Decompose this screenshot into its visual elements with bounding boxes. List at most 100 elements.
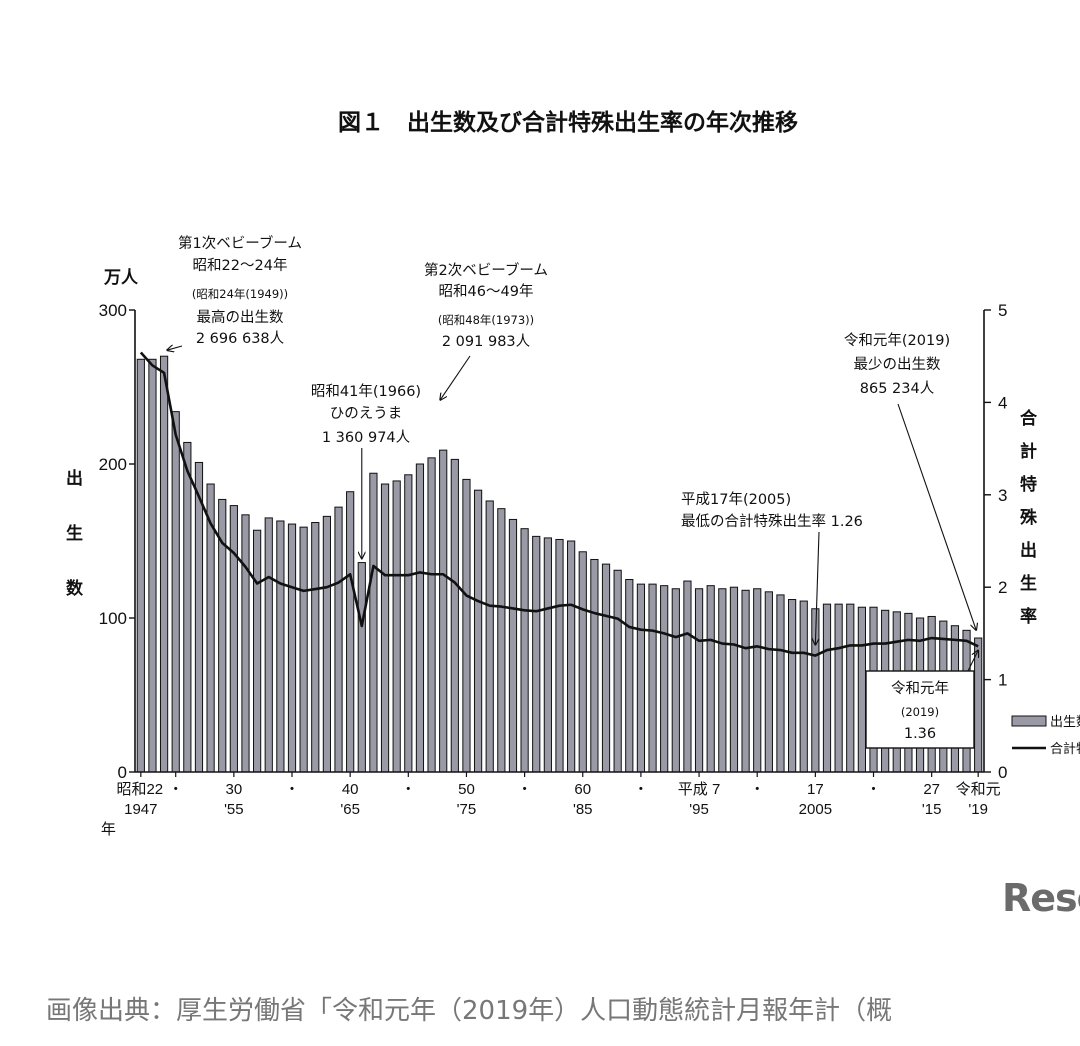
left-axis-label-char: 生 xyxy=(66,523,83,544)
annotation-boom1: 昭和22〜24年 xyxy=(193,257,288,274)
bar-1984 xyxy=(567,540,576,773)
x-tick-sublabel: '19 xyxy=(968,801,988,818)
bar-2000 xyxy=(753,588,762,773)
bar-1966 xyxy=(357,562,366,773)
annotation-hinoeuma: 1 360 974人 xyxy=(322,429,410,446)
annotation-hinoeuma: 昭和41年(1966) xyxy=(311,383,421,400)
bar-1952 xyxy=(194,461,204,773)
x-tick-sublabel: 2005 xyxy=(799,801,832,818)
x-tick-label: 昭和22 xyxy=(116,781,163,798)
left-tick-label: 200 xyxy=(99,455,127,474)
chart: 図１ 出生数及び合計特殊出生率の年次推移 万人 出生数 合計特殊出生率 0100… xyxy=(66,109,1080,838)
x-tick-label: 40 xyxy=(342,781,359,798)
left-axis-ticks: 0 100 200 300 xyxy=(99,301,135,782)
arrow-boom2 xyxy=(440,355,471,400)
x-tick-label: ・ xyxy=(284,781,299,798)
left-axis-unit: 万人 xyxy=(103,268,139,288)
left-axis-label-char: 出 xyxy=(66,468,83,489)
x-axis-ticks: 昭和22 1947 年 ・ 30 '55 ・ 40 '65 ・ 50 '75 ・ 60 '85 ・ 平成 7 '9… xyxy=(101,772,1001,838)
bar-1980 xyxy=(520,528,529,773)
x-tick-label: ・ xyxy=(750,781,765,798)
axes xyxy=(134,310,985,773)
left-tick-label: 300 xyxy=(99,301,127,320)
annotation-boom2: 昭和46〜49年 xyxy=(439,283,534,300)
x-tick-label: 27 xyxy=(923,781,940,798)
bar-1999 xyxy=(741,589,750,773)
bar-1949 xyxy=(159,355,169,773)
bar-2004 xyxy=(799,600,808,773)
bar-1955 xyxy=(229,505,238,773)
right-axis-label-char: 殊 xyxy=(1020,507,1038,528)
right-axis-label-char: 出 xyxy=(1020,540,1037,561)
right-tick-label: 1 xyxy=(998,671,1007,690)
x-tick-sublabel: '95 xyxy=(689,801,709,818)
right-axis-ticks: 0 1 2 3 4 5 xyxy=(984,301,1007,782)
bar-1950 xyxy=(171,411,180,773)
annotation-boom1: (昭和24年(1949)) xyxy=(192,287,288,301)
annotation-boom1: 2 696 638人 xyxy=(196,330,284,347)
bar-1968 xyxy=(380,483,390,773)
bar-1998 xyxy=(729,586,739,773)
bar-1977 xyxy=(485,500,494,773)
x-tick-label: ・ xyxy=(633,781,648,798)
annotation-low-tfr: 平成17年(2005) xyxy=(681,491,791,508)
x-tick-sublabel: '55 xyxy=(224,801,244,818)
bar-1958 xyxy=(264,517,273,773)
x-tick-sublabel: '75 xyxy=(457,801,477,818)
right-tick-label: 0 xyxy=(998,763,1007,782)
tfr-line xyxy=(139,351,979,657)
bar-1997 xyxy=(718,588,727,773)
bar-1951 xyxy=(183,441,192,773)
right-axis-label-char: 計 xyxy=(1020,441,1037,462)
x-tick-label: 30 xyxy=(226,781,243,798)
x-tick-sublabel: '65 xyxy=(340,801,360,818)
annotation-min-births: 最少の出生数 xyxy=(854,356,941,373)
tfr-2019-box-text: (2019) xyxy=(901,705,939,719)
bar-2019 xyxy=(974,637,983,773)
bar-1986 xyxy=(590,558,599,773)
chart-title: 図１ 出生数及び合計特殊出生率の年次推移 xyxy=(338,109,798,136)
bar-1989 xyxy=(625,579,634,773)
legend-swatch-births xyxy=(1011,715,1047,727)
annotation-boom2: 2 091 983人 xyxy=(442,333,530,350)
right-tick-label: 3 xyxy=(998,486,1007,505)
left-tick-label: 0 xyxy=(118,763,127,782)
bar-1979 xyxy=(508,518,518,773)
x-tick-sublabel: '15 xyxy=(922,801,942,818)
bar-1959 xyxy=(276,520,285,773)
annotation-boom2: 第2次ベビーブーム xyxy=(424,261,548,279)
bar-1962 xyxy=(311,522,320,773)
bar-1990 xyxy=(636,583,646,773)
right-axis-label-char: 合 xyxy=(1020,408,1038,429)
bar-1957 xyxy=(253,529,262,773)
x-tick-label: 令和元 xyxy=(956,781,1001,798)
right-axis-label-char: 生 xyxy=(1020,573,1037,594)
annotation-boom2: (昭和48年(1973)) xyxy=(438,313,534,327)
x-tick-sublabel: '85 xyxy=(573,801,593,818)
bar-1960 xyxy=(287,523,297,773)
bar-2002 xyxy=(776,594,785,773)
bar-1975 xyxy=(462,478,471,773)
x-tick-label: 17 xyxy=(807,781,824,798)
x-tick-label: 50 xyxy=(458,781,475,798)
x-tick-label: ・ xyxy=(866,781,881,798)
bar-1978 xyxy=(497,508,506,773)
bar-1987 xyxy=(601,563,611,773)
bar-1996 xyxy=(706,585,715,773)
watermark-logo: Rese xyxy=(1002,876,1080,920)
bar-1981 xyxy=(532,535,541,773)
legend-label-tfr: 合計特殊出生率 xyxy=(1050,741,1080,757)
bar-1991 xyxy=(648,583,657,773)
tfr-2019-box xyxy=(865,670,975,749)
bar-1972 xyxy=(427,457,436,773)
bar-2003 xyxy=(788,599,797,773)
bar-1985 xyxy=(578,551,587,773)
arrow-boom1 xyxy=(167,346,183,350)
annotation-boom1: 最高の出生数 xyxy=(197,309,284,326)
tfr-2019-box-text: 1.36 xyxy=(904,726,936,742)
x-tick-label: ・ xyxy=(517,781,532,798)
right-tick-label: 4 xyxy=(998,393,1007,412)
bar-1970 xyxy=(404,474,413,773)
bar-1974 xyxy=(450,458,459,773)
